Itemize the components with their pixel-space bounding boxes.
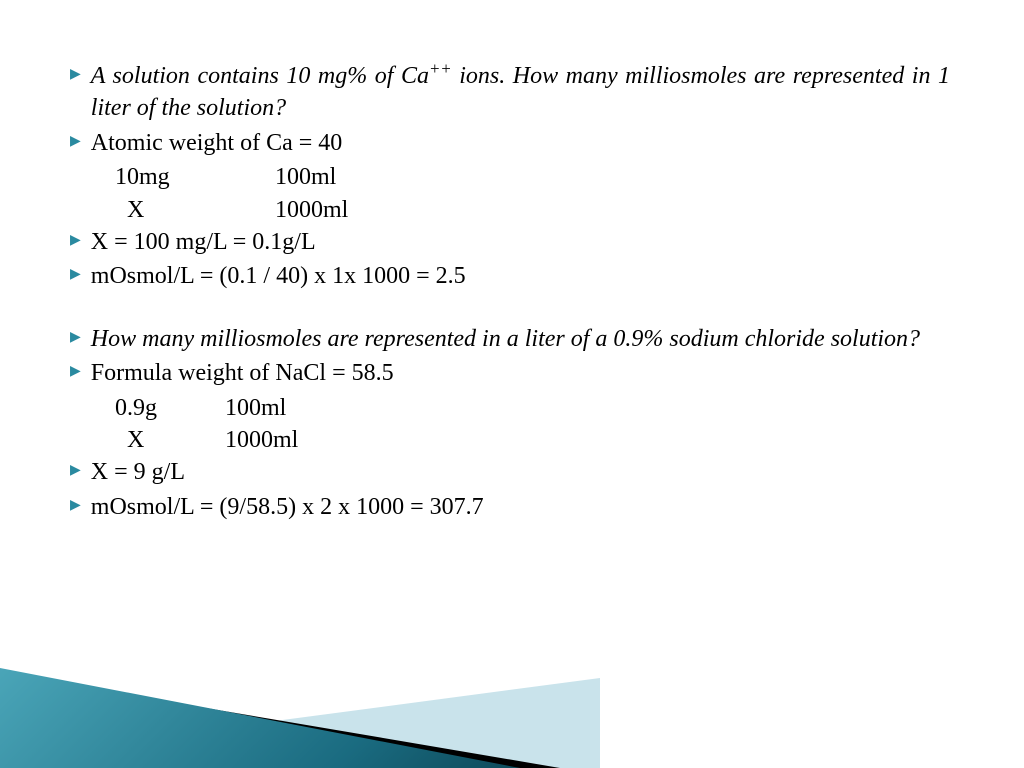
bullet-item-formula: ▶ Formula weight of NaCl = 58.5 [70, 357, 950, 389]
bullet-item-q1: ▶ A solution contains 10 mg% of Ca++ ion… [70, 60, 950, 125]
q1-pre: A solution contains 10 mg% of Ca [91, 63, 429, 89]
atomic-weight-text: Atomic weight of Ca = 40 [91, 127, 950, 159]
p1-row1-b: 100ml [275, 164, 336, 190]
q2-text: How many milliosmoles are represented in… [91, 323, 950, 355]
p2-row2-a: X [115, 424, 225, 456]
p1-row1-a: 10mg [115, 161, 275, 193]
p2-row2: X1000ml [115, 424, 950, 456]
p1-row1: 10mg100ml [115, 161, 950, 193]
bullet-item-p1x: ▶ X = 100 mg/L = 0.1g/L [70, 226, 950, 258]
bullet-icon: ▶ [70, 232, 81, 251]
p2-x-text: X = 9 g/L [91, 456, 950, 488]
bullet-item-p2x: ▶ X = 9 g/L [70, 456, 950, 488]
bullet-icon: ▶ [70, 133, 81, 152]
p1-row2-a: X [115, 194, 275, 226]
q1-sup: ++ [429, 59, 452, 78]
slide-content: ▶ A solution contains 10 mg% of Ca++ ion… [70, 60, 950, 525]
formula-weight-text: Formula weight of NaCl = 58.5 [91, 357, 950, 389]
p2-row2-b: 1000ml [225, 427, 298, 453]
bullet-icon: ▶ [70, 266, 81, 285]
bullet-icon: ▶ [70, 363, 81, 382]
p2-row1-a: 0.9g [115, 392, 225, 424]
bullet-item-p2result: ▶ mOsmol/L = (9/58.5) x 2 x 1000 = 307.7 [70, 491, 950, 523]
p2-row1: 0.9g100ml [115, 392, 950, 424]
bullet-item-atomic: ▶ Atomic weight of Ca = 40 [70, 127, 950, 159]
q1-text: A solution contains 10 mg% of Ca++ ions.… [91, 60, 950, 125]
bullet-icon: ▶ [70, 497, 81, 516]
bullet-item-p1result: ▶ mOsmol/L = (0.1 / 40) x 1x 1000 = 2.5 [70, 260, 950, 292]
p2-row1-b: 100ml [225, 395, 286, 421]
p1-result-text: mOsmol/L = (0.1 / 40) x 1x 1000 = 2.5 [91, 260, 950, 292]
spacer [70, 295, 950, 323]
p1-x-text: X = 100 mg/L = 0.1g/L [91, 226, 950, 258]
bullet-icon: ▶ [70, 329, 81, 348]
bullet-icon: ▶ [70, 66, 81, 85]
bullet-item-q2: ▶ How many milliosmoles are represented … [70, 323, 950, 355]
p1-row2: X1000ml [115, 194, 950, 226]
p2-result-text: mOsmol/L = (9/58.5) x 2 x 1000 = 307.7 [91, 491, 950, 523]
p1-row2-b: 1000ml [275, 197, 348, 223]
bullet-icon: ▶ [70, 462, 81, 481]
